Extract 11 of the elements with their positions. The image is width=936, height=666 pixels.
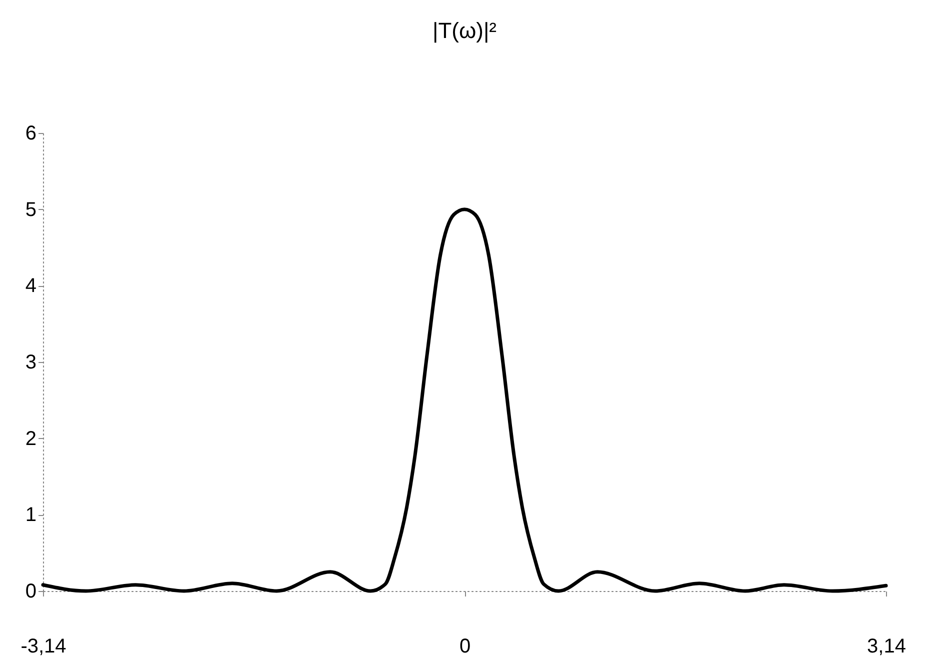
x-tick-label: -3,14 [20, 636, 66, 658]
x-tick-label: 0 [459, 636, 471, 658]
chart-title: |T(ω)|² [432, 18, 497, 43]
y-tick-label: 2 [25, 428, 36, 450]
y-tick-label: 6 [25, 122, 36, 144]
y-tick-label: 4 [25, 275, 36, 298]
y-tick-label: 1 [25, 504, 36, 526]
y-tick-label: 0 [25, 580, 36, 602]
x-tick-label: 3,14 [867, 636, 906, 658]
y-tick-label: 3 [25, 352, 36, 374]
y-tick-label: 5 [25, 198, 36, 221]
